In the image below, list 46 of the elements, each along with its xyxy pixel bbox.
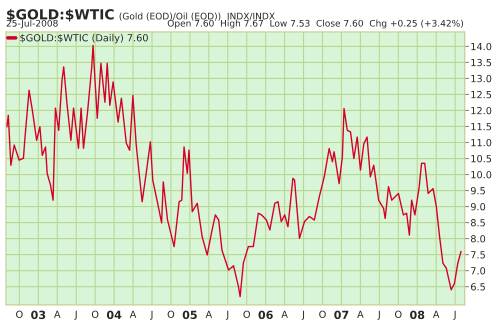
x-tick-label: 03	[31, 310, 46, 320]
y-tick-label: 8.0	[470, 235, 486, 242]
x-tick-label: 06	[258, 310, 273, 320]
x-tick-label: J	[74, 310, 77, 320]
chart-subtitle: (Gold (EOD)/Oil (EOD)) INDX/INDX	[120, 12, 275, 21]
x-tick-label: A	[281, 310, 288, 318]
y-tick-label: 7.5	[471, 251, 485, 258]
x-tick-label: A	[432, 310, 440, 318]
y-tick-label: 13.0	[471, 74, 492, 82]
x-tick-label: 04	[106, 310, 122, 320]
y-tick-label: 10.0	[471, 171, 492, 178]
x-tick-label: A	[54, 310, 61, 318]
y-tick-label: 6.5	[470, 283, 485, 290]
y-tick-label: 11.0	[471, 138, 492, 146]
y-tick-label: 10.5	[471, 154, 492, 162]
x-tick-label: J	[302, 310, 304, 320]
x-tick-label: O	[16, 310, 23, 318]
x-tick-label: 05	[182, 310, 197, 320]
x-tick-label: O	[319, 310, 326, 318]
x-tick-label: O	[168, 310, 174, 318]
x-tick-label: O	[243, 310, 250, 318]
text: Open 7.60 High 7.67 Low 7.53 Close 7.60 Chg +0.25 (+3.42%)	[168, 20, 463, 28]
x-tick-label: O	[92, 310, 98, 318]
x-tick-label: A	[206, 310, 212, 318]
line-series	[6, 44, 462, 298]
y-tick-label: 7.0	[471, 267, 486, 274]
x-tick-label: A	[130, 310, 136, 318]
x-tick-label: J	[377, 310, 380, 320]
x-tick-label: J	[226, 310, 228, 320]
y-tick-label: 13.5	[471, 58, 492, 66]
y-tick-label: 9.5	[470, 187, 485, 194]
y-tick-label: 12.0	[471, 106, 492, 114]
text: 25-Jul-2008	[6, 20, 58, 28]
x-tick-label: 08	[410, 310, 424, 320]
y-tick-label: 12.5	[471, 90, 492, 98]
y-tick-label: 9.0	[470, 203, 486, 210]
x-tick-label: J	[150, 310, 152, 320]
chart-title: $GOLD:$WTIC	[7, 8, 114, 22]
legend-label: $GOLD:$WTIC (Daily) 7.60	[20, 34, 148, 44]
y-tick-label: 11.5	[471, 123, 492, 130]
x-tick-label: A	[357, 310, 364, 318]
x-tick-label: J	[453, 310, 456, 320]
y-tick-label: 14.0	[471, 42, 492, 50]
x-tick-label: 07	[334, 310, 348, 320]
x-tick-label: O	[395, 310, 402, 318]
y-tick-label: 8.5	[470, 219, 485, 226]
